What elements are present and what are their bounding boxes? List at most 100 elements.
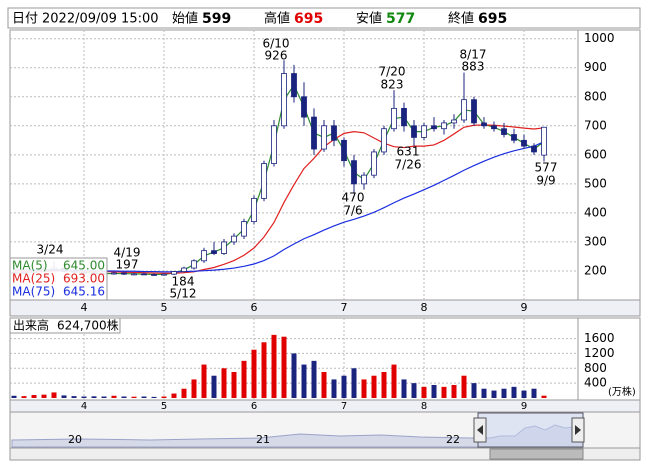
candle-body <box>461 99 467 121</box>
candle-body <box>291 73 297 98</box>
price-plot: 200 300 400 500 600 700 800 900 1000 4 5 6 7 8 9 3/24 4/… <box>9 30 615 314</box>
candle-body <box>191 260 197 269</box>
volume-bar <box>501 388 507 398</box>
volume-bar <box>441 386 447 398</box>
volume-bar <box>141 396 147 398</box>
date-strip <box>9 399 641 413</box>
volume-bar <box>521 390 527 398</box>
volume-bar <box>21 396 27 398</box>
date: 2022/09/09 15:00 <box>42 12 159 27</box>
x-tick-label: 9 <box>521 301 528 314</box>
scrollbar-thumb[interactable] <box>489 448 584 460</box>
volume-bar <box>531 388 537 398</box>
candle-body <box>361 174 367 185</box>
volume-bar <box>381 372 387 398</box>
volume-bar <box>61 395 67 398</box>
navigator-label: 20 <box>68 433 82 446</box>
header-items: 始値 599 高値 695 安値 577 終値 695 <box>172 11 507 28</box>
candle-body <box>321 125 327 150</box>
header-label: 始値 <box>172 11 198 27</box>
volume-bar <box>51 392 57 398</box>
volume-subtitle: 624,700株 <box>57 318 119 333</box>
annotation-value: 577 <box>535 161 558 175</box>
navigator-label: 21 <box>256 433 270 446</box>
volume-bar <box>331 379 337 398</box>
annotation-value: 184 <box>172 275 195 289</box>
candle-body <box>351 160 357 185</box>
header-label: 安値 <box>356 11 382 27</box>
candle-body <box>381 128 387 153</box>
candle-body <box>401 107 407 127</box>
annotation-value: 823 <box>381 78 404 92</box>
volume-bar <box>41 394 47 398</box>
y-tick-label: 900 <box>584 60 607 74</box>
annotation-value: 470 <box>342 191 365 205</box>
volume-bar <box>101 396 107 398</box>
volume-bar <box>201 364 207 398</box>
candle-body <box>491 125 497 130</box>
volume-bar <box>31 395 37 398</box>
legend-value: 645.16 <box>63 285 105 299</box>
legend-name: MA(75) <box>12 285 55 299</box>
x-tick-label: 6 <box>251 301 258 314</box>
candle-body <box>471 99 477 124</box>
navigator-window[interactable] <box>477 412 584 448</box>
candle-body <box>371 151 377 176</box>
volume-bar <box>291 353 297 398</box>
scrollbar[interactable] <box>9 447 641 461</box>
annotation-value: 883 <box>462 60 485 74</box>
header-value: 599 <box>202 11 231 27</box>
candle-body <box>531 145 537 153</box>
y-tick-label: 700 <box>584 118 607 132</box>
unit-label: (万株) <box>608 385 636 398</box>
x-tick-label: 7 <box>341 301 348 314</box>
handle-arrow <box>477 425 483 435</box>
volume-bar <box>361 379 367 398</box>
legend-value: 693.00 <box>63 272 105 286</box>
candle-body <box>331 125 337 141</box>
annotation-date: 5/12 <box>170 287 197 301</box>
handle-arrow <box>575 425 581 435</box>
volume-bar <box>71 396 77 398</box>
header-box <box>7 7 641 29</box>
candle-body <box>131 273 137 276</box>
x-tick-label: 6 <box>251 401 257 412</box>
volume-bar <box>411 383 417 398</box>
volume-bar <box>451 385 457 398</box>
candle-body <box>311 116 317 150</box>
candle-body <box>251 197 257 223</box>
y-tick-label: 500 <box>584 176 607 190</box>
volume-bar <box>351 368 357 398</box>
legend-box <box>9 257 108 301</box>
volume-bar <box>241 360 247 398</box>
candle-body <box>211 250 217 254</box>
y-tick-label: 800 <box>584 361 607 375</box>
volume-bar <box>221 368 227 398</box>
header-label: 終値 <box>448 11 474 27</box>
volume-bar <box>181 388 187 398</box>
volume-bar <box>471 383 477 398</box>
candle-body <box>231 235 237 243</box>
candle-body <box>141 273 147 276</box>
annotation-date: 7/6 <box>343 204 362 218</box>
y-tick-label: 400 <box>584 205 607 219</box>
candle-body <box>271 125 277 164</box>
date-strip <box>9 299 641 317</box>
volume-bar <box>191 379 197 398</box>
annotation-date: 8/17 <box>460 48 487 62</box>
candle-body <box>441 122 447 130</box>
candle-body <box>501 128 507 135</box>
y-tick-label: 300 <box>584 234 607 248</box>
y-tick-label: 1600 <box>584 331 615 345</box>
candle-body <box>241 221 247 237</box>
candle-body <box>121 272 127 275</box>
annotation-value: 631 <box>397 145 420 159</box>
volume-title: 出来高 <box>13 318 49 333</box>
volume-bar <box>481 388 487 398</box>
volume-bar <box>431 385 437 398</box>
volume-bar <box>161 396 167 398</box>
candle-body <box>391 107 397 130</box>
annotation-date: 6/10 <box>263 37 290 51</box>
